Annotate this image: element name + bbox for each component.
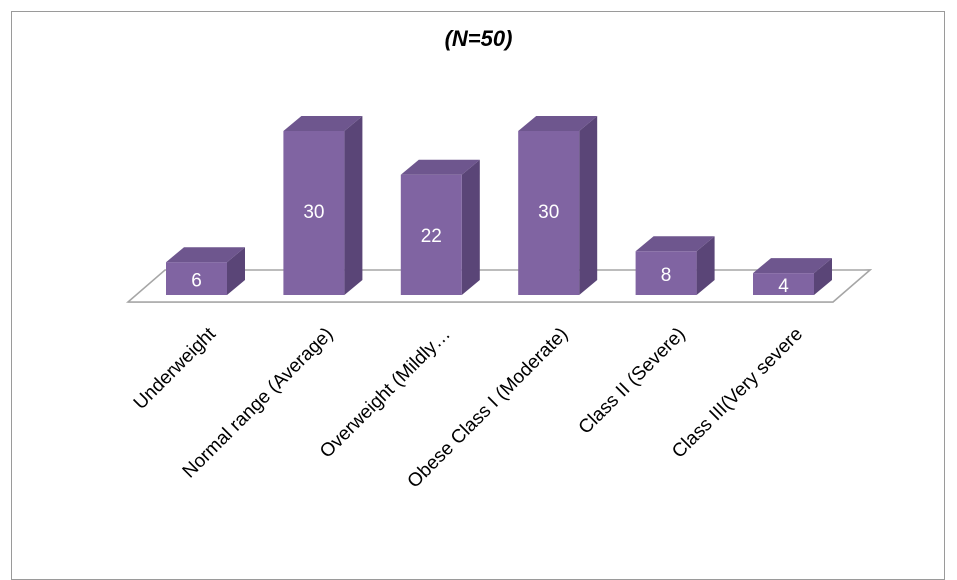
data-label: 30 bbox=[303, 202, 324, 223]
bar-front bbox=[283, 131, 345, 295]
bar-side bbox=[814, 258, 832, 295]
bar-front bbox=[518, 131, 580, 295]
data-label: 6 bbox=[191, 271, 202, 292]
bar-front bbox=[753, 273, 814, 295]
bar-front bbox=[400, 174, 462, 295]
bar-top bbox=[635, 236, 715, 252]
bar-3: 22 bbox=[400, 159, 480, 295]
category-label: Overweight (Mildly… bbox=[316, 324, 455, 463]
bar-4: 30 bbox=[518, 116, 598, 295]
bar-side bbox=[579, 116, 598, 295]
bar-top bbox=[166, 247, 245, 263]
bar-front bbox=[166, 262, 227, 295]
category-label: Class III(Very severe bbox=[668, 324, 807, 463]
bar-6: 4 bbox=[753, 258, 832, 297]
bar-top bbox=[753, 258, 832, 274]
bar-side bbox=[344, 116, 363, 295]
bar-side bbox=[696, 236, 715, 295]
bar-top bbox=[518, 116, 598, 131]
bar-front bbox=[635, 251, 697, 295]
bar-top bbox=[283, 116, 363, 131]
bar-side bbox=[461, 159, 480, 295]
category-label: Class II (Severe) bbox=[575, 324, 690, 439]
bar-5: 8 bbox=[635, 236, 715, 295]
bar-1: 6 bbox=[166, 247, 245, 295]
data-label: 30 bbox=[538, 202, 559, 223]
bar-top bbox=[400, 159, 480, 175]
category-label: Underweight bbox=[130, 323, 221, 414]
chart-title: (N=50) bbox=[444, 26, 513, 51]
bar-2: 30 bbox=[283, 116, 363, 295]
data-label: 4 bbox=[778, 276, 789, 297]
data-label: 8 bbox=[661, 265, 672, 286]
bar-side bbox=[227, 247, 245, 295]
data-label: 22 bbox=[421, 226, 442, 247]
